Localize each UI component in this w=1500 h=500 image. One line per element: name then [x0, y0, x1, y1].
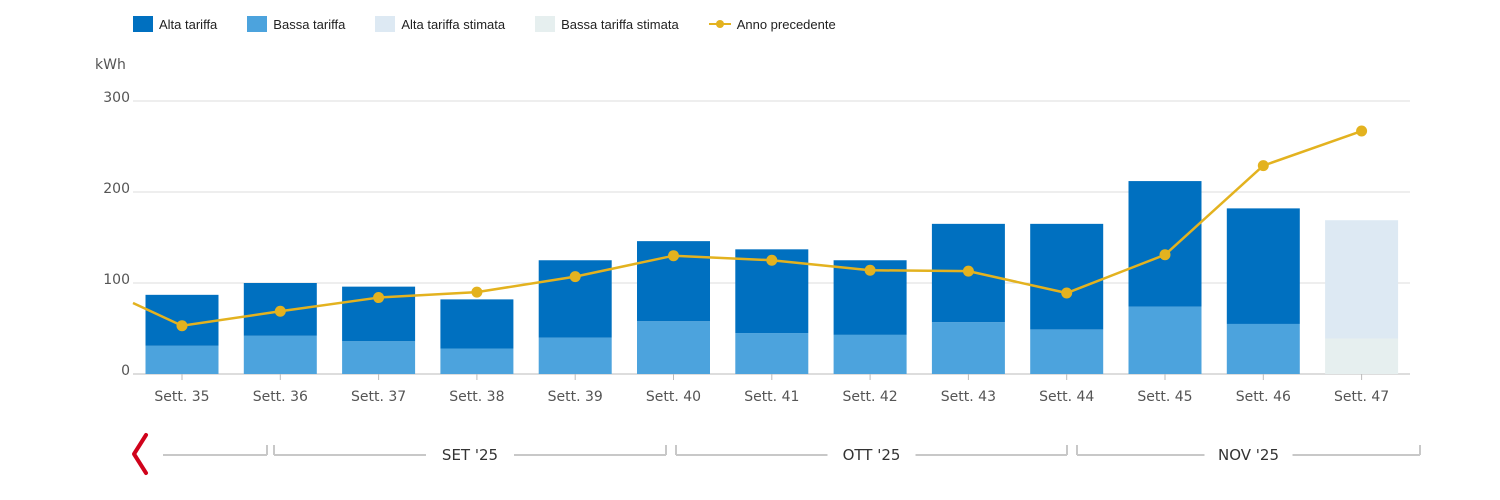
- previous-year-point: [668, 250, 679, 262]
- legend-label: Alta tariffa stimata: [401, 16, 506, 32]
- previous-year-point: [569, 271, 581, 283]
- x-tick-label: Sett. 41: [744, 389, 799, 405]
- bar-bassa-tariffa: [1226, 323, 1300, 374]
- x-tick-label: Sett. 39: [548, 389, 603, 405]
- previous-period-button[interactable]: [128, 432, 152, 476]
- y-tick-label: 100: [103, 272, 130, 288]
- legend-label: Alta tariffa: [159, 16, 218, 32]
- legend-swatch: [247, 16, 268, 32]
- y-tick-label: 300: [103, 90, 130, 106]
- x-tick-label: Sett. 43: [941, 389, 996, 405]
- x-tick-label: Sett. 40: [646, 389, 701, 405]
- x-tick-label: Sett. 47: [1334, 389, 1389, 405]
- x-tick-label: Sett. 35: [154, 389, 209, 405]
- bar-bassa-tariffa: [735, 333, 809, 374]
- legend-item-bassa-stimata[interactable]: Bassa tariffa stimata: [535, 16, 679, 32]
- x-tick-label: Sett. 37: [351, 389, 406, 405]
- x-tick-label: Sett. 46: [1236, 389, 1291, 405]
- bar-bassa-tariffa: [1030, 329, 1104, 374]
- legend-label: Bassa tariffa: [273, 16, 346, 32]
- previous-year-point: [1356, 125, 1368, 137]
- bar-alta-tariffa: [1226, 208, 1300, 324]
- previous-year-point: [373, 292, 385, 304]
- month-label: NOV '25: [1218, 446, 1279, 464]
- x-tick-label: Sett. 45: [1137, 389, 1192, 405]
- previous-year-point: [1159, 249, 1171, 261]
- x-tick-label: Sett. 42: [842, 389, 897, 405]
- bar-alta-tariffa: [1128, 181, 1202, 307]
- bar-bassa-tariffa: [440, 348, 514, 374]
- month-label: SET '25: [442, 446, 498, 464]
- chart-legend: Alta tariffa Bassa tariffa Alta tariffa st…: [133, 16, 866, 32]
- bar-alta-tariffa-stimata: [1325, 220, 1399, 339]
- previous-year-point: [176, 320, 188, 332]
- bar-bassa-tariffa: [342, 341, 416, 374]
- bar-alta-tariffa: [1030, 223, 1104, 330]
- previous-year-line: [132, 129, 1363, 328]
- legend-label: Bassa tariffa stimata: [561, 16, 679, 32]
- bar-bassa-tariffa: [637, 321, 710, 374]
- bar-alta-tariffa: [440, 299, 514, 349]
- x-tick-label: Sett. 44: [1039, 389, 1094, 405]
- legend-item-bassa[interactable]: Bassa tariffa: [247, 16, 345, 32]
- y-axis-label: kWh: [95, 57, 126, 73]
- x-tick-label: Sett. 38: [449, 389, 504, 405]
- legend-item-alta[interactable]: Alta tariffa: [133, 16, 217, 32]
- previous-year-point: [766, 254, 778, 266]
- previous-year-point: [1257, 160, 1269, 172]
- legend-label: Anno precedente: [736, 16, 836, 32]
- previous-year-point: [962, 265, 974, 277]
- x-tick-label: Sett. 36: [253, 389, 308, 405]
- legend-item-anno-prec[interactable]: Anno precedente: [708, 16, 836, 32]
- month-label: OTT '25: [843, 446, 901, 464]
- y-tick-label: 200: [103, 181, 130, 197]
- legend-swatch: [133, 16, 153, 32]
- legend-swatch: [708, 16, 731, 32]
- bar-bassa-tariffa-stimata: [1325, 338, 1399, 374]
- bar-bassa-tariffa: [931, 322, 1005, 374]
- bar-bassa-tariffa: [243, 335, 317, 374]
- legend-item-alta-stimata[interactable]: Alta tariffa stimata: [375, 16, 505, 32]
- previous-year-point: [471, 286, 483, 298]
- bar-bassa-tariffa: [1128, 306, 1202, 374]
- previous-year-point: [864, 264, 876, 276]
- bar-bassa-tariffa: [833, 334, 907, 374]
- previous-year-point: [274, 305, 286, 317]
- y-tick-label: 0: [121, 363, 130, 379]
- bar-bassa-tariffa: [145, 345, 219, 374]
- legend-swatch: [375, 16, 396, 32]
- chevron-left-icon: [132, 433, 148, 475]
- previous-year-point: [1061, 287, 1073, 299]
- legend-swatch: [535, 16, 556, 32]
- bar-bassa-tariffa: [538, 337, 612, 374]
